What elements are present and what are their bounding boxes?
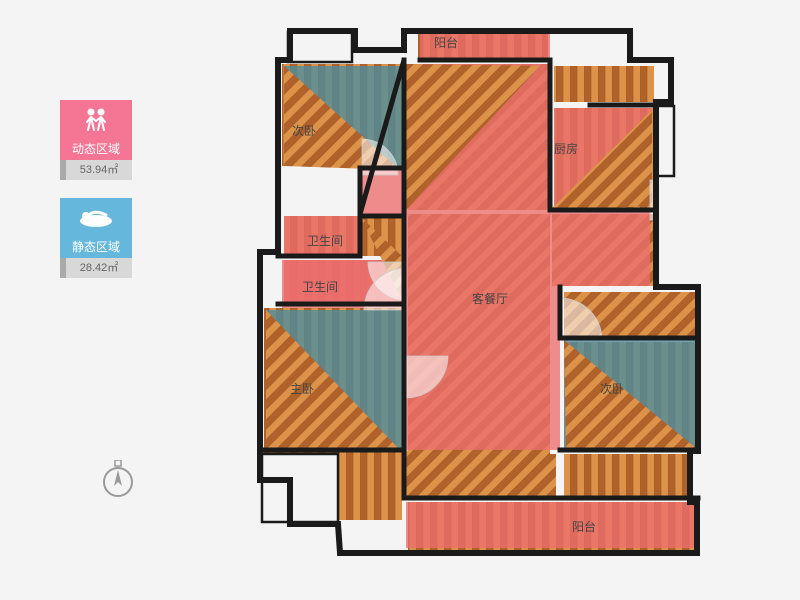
legend-dynamic-value: 53.94㎡	[60, 160, 132, 180]
people-icon	[78, 106, 114, 132]
sleep-icon	[76, 205, 116, 229]
legend-static-icon-box	[60, 198, 132, 236]
room-label-阳台: 阳台	[572, 518, 596, 535]
legend-dynamic: 动态区域 53.94㎡	[60, 100, 132, 180]
room-label-卫生间: 卫生间	[302, 278, 338, 295]
legend-panel: 动态区域 53.94㎡ 静态区域 28.42㎡	[60, 100, 132, 296]
legend-static: 静态区域 28.42㎡	[60, 198, 132, 278]
room-label-厨房: 厨房	[554, 140, 578, 157]
room-label-客餐厅: 客餐厅	[472, 290, 508, 307]
legend-dynamic-icon-box	[60, 100, 132, 138]
floorplan: 阳台次卧厨房卫生间卫生间客餐厅主卧次卧阳台	[220, 10, 720, 588]
room-label-阳台: 阳台	[434, 34, 458, 51]
room-label-主卧: 主卧	[290, 380, 314, 397]
room-label-次卧: 次卧	[600, 380, 624, 397]
room-label-卫生间: 卫生间	[307, 232, 343, 249]
legend-dynamic-label: 动态区域	[60, 138, 132, 160]
room-label-次卧: 次卧	[292, 122, 316, 139]
legend-static-label: 静态区域	[60, 236, 132, 258]
legend-static-value: 28.42㎡	[60, 258, 132, 278]
compass-icon	[100, 460, 136, 505]
